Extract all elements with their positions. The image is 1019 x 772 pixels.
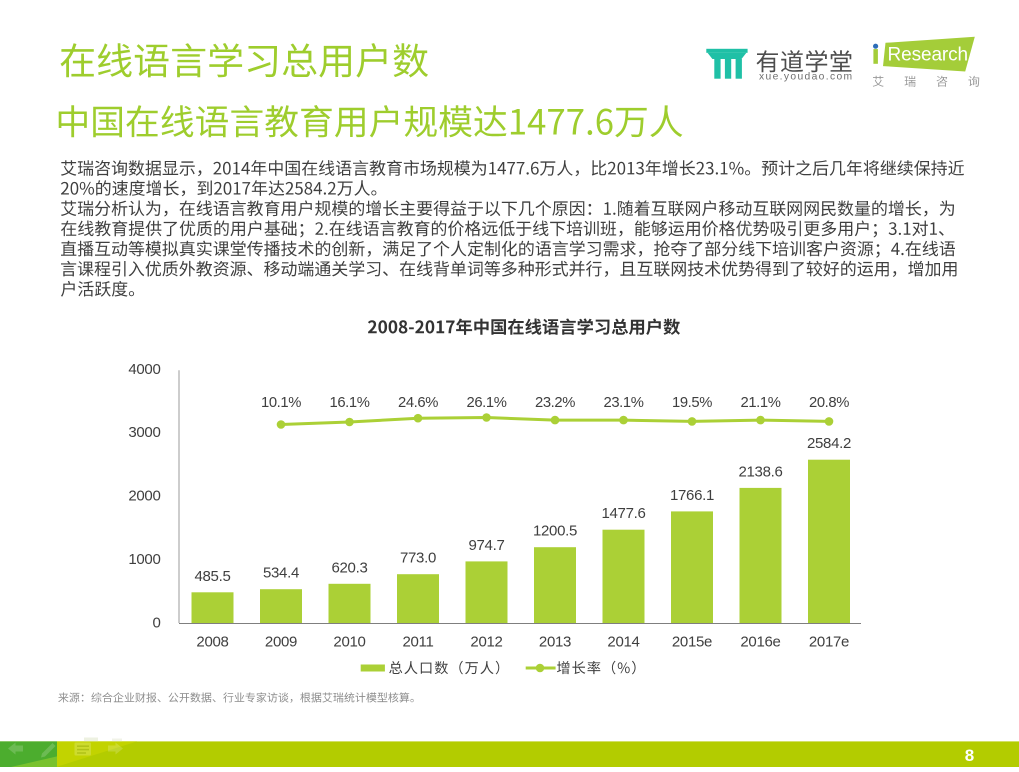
svg-text:0: 0: [152, 615, 160, 632]
svg-text:23.2%: 23.2%: [535, 395, 575, 411]
svg-text:773.0: 773.0: [400, 550, 436, 567]
svg-text:2012: 2012: [470, 633, 502, 650]
svg-text:16.1%: 16.1%: [330, 395, 370, 411]
svg-text:1766.1: 1766.1: [670, 487, 714, 504]
svg-text:2584.2: 2584.2: [807, 435, 851, 452]
svg-text:21.1%: 21.1%: [741, 395, 781, 411]
svg-text:2013: 2013: [539, 633, 571, 650]
svg-text:3000: 3000: [128, 424, 160, 441]
svg-text:4000: 4000: [128, 361, 160, 378]
svg-text:2016e: 2016e: [740, 633, 780, 650]
svg-text:2009: 2009: [265, 633, 297, 650]
svg-text:23.1%: 23.1%: [604, 395, 644, 411]
svg-text:26.1%: 26.1%: [467, 395, 507, 411]
svg-text:19.5%: 19.5%: [672, 395, 712, 411]
svg-text:Research: Research: [888, 45, 969, 66]
svg-text:1200.5: 1200.5: [533, 523, 577, 540]
svg-text:8: 8: [965, 746, 974, 765]
svg-text:974.7: 974.7: [468, 537, 504, 554]
svg-text:10.1%: 10.1%: [261, 395, 301, 411]
svg-text:1477.6: 1477.6: [601, 505, 645, 522]
svg-text:2008: 2008: [196, 633, 228, 650]
svg-text:20.8%: 20.8%: [809, 395, 849, 411]
svg-text:2014: 2014: [607, 633, 639, 650]
svg-text:620.3: 620.3: [331, 559, 367, 576]
svg-text:2011: 2011: [402, 633, 433, 650]
svg-text:534.4: 534.4: [263, 565, 299, 582]
svg-text:2015e: 2015e: [672, 633, 712, 650]
svg-text:2000: 2000: [128, 488, 160, 505]
svg-text:1000: 1000: [128, 551, 160, 568]
svg-text:485.5: 485.5: [194, 568, 230, 585]
svg-text:xue.youdao.com: xue.youdao.com: [759, 71, 853, 82]
svg-text:2010: 2010: [333, 633, 365, 650]
svg-text:24.6%: 24.6%: [398, 395, 438, 411]
svg-text:2017e: 2017e: [809, 633, 849, 650]
svg-text:2138.6: 2138.6: [738, 463, 782, 480]
